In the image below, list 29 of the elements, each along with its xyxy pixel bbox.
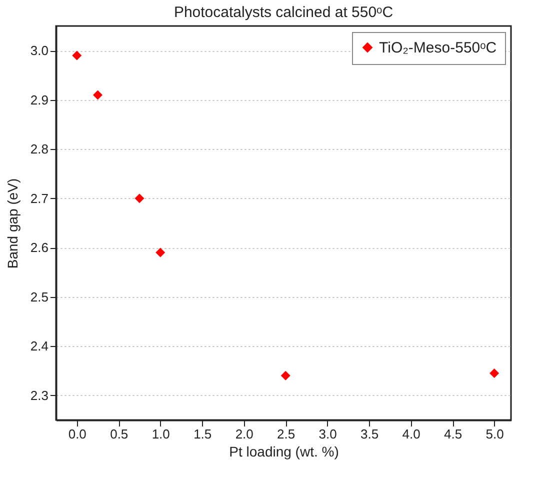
x-tick-label: 5.0	[486, 426, 504, 442]
x-tick-label: 0.0	[68, 426, 86, 442]
y-tick-label: 2.7	[30, 190, 48, 206]
legend-label: TiO₂-Meso-550ᵒC	[379, 40, 497, 56]
x-tick-label: 1.0	[152, 426, 170, 442]
point	[280, 370, 290, 380]
y-axis-title: Band gap (eV)	[4, 178, 20, 269]
x-tick-label: 3.0	[318, 426, 337, 442]
y-tick-label: 2.5	[30, 289, 48, 304]
x-tick-label: 1.5	[194, 426, 212, 442]
x-tick-label: 4.0	[402, 426, 420, 442]
y-tick-label: 2.3	[30, 388, 48, 403]
point	[93, 90, 102, 100]
y-tick-label: 2.8	[30, 142, 48, 157]
point	[72, 50, 82, 60]
x-tick-label: 2.0	[235, 426, 254, 442]
y-tick-label: 3.0	[30, 43, 48, 58]
point	[490, 368, 500, 378]
x-tick-label: 4.5	[444, 426, 462, 442]
y-tick-label: 2.4	[30, 338, 48, 354]
point	[134, 194, 144, 204]
x-tick-label: 0.5	[110, 426, 128, 442]
chart-title: Photocatalysts calcined at 550ᵒC	[174, 4, 394, 21]
x-axis-title: Pt loading (wt. %)	[229, 444, 339, 460]
x-tick-label: 3.5	[360, 426, 379, 442]
point	[156, 248, 166, 258]
y-tick-label: 2.6	[30, 240, 48, 256]
y-tick-label: 2.9	[30, 92, 48, 108]
x-tick-label: 2.5	[277, 426, 296, 442]
